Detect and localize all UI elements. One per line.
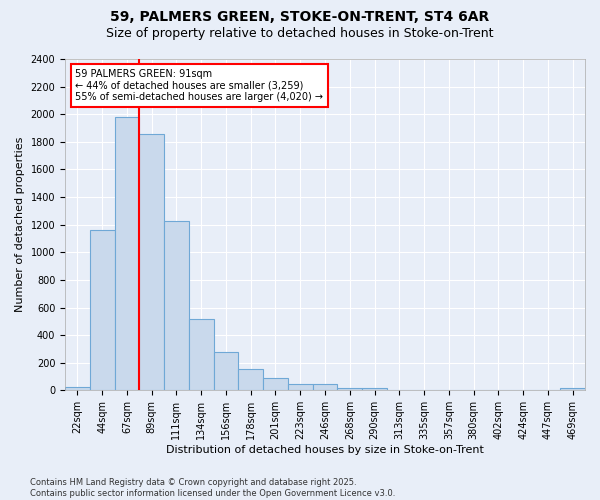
Bar [313,384,337,390]
Y-axis label: Number of detached properties: Number of detached properties [15,137,25,312]
Bar [288,384,313,390]
X-axis label: Distribution of detached houses by size in Stoke-on-Trent: Distribution of detached houses by size … [166,445,484,455]
Bar [362,388,387,390]
Bar [65,387,90,390]
Bar [164,220,189,390]
Text: 59, PALMERS GREEN, STOKE-ON-TRENT, ST4 6AR: 59, PALMERS GREEN, STOKE-ON-TRENT, ST4 6… [110,10,490,24]
Bar [115,117,139,390]
Bar [560,388,585,390]
Bar [189,318,214,390]
Text: 59 PALMERS GREEN: 91sqm
← 44% of detached houses are smaller (3,259)
55% of semi: 59 PALMERS GREEN: 91sqm ← 44% of detache… [76,69,323,102]
Bar [90,230,115,390]
Bar [238,369,263,390]
Bar [214,352,238,391]
Bar [139,134,164,390]
Text: Contains HM Land Registry data © Crown copyright and database right 2025.
Contai: Contains HM Land Registry data © Crown c… [30,478,395,498]
Bar [337,388,362,390]
Bar [263,378,288,390]
Text: Size of property relative to detached houses in Stoke-on-Trent: Size of property relative to detached ho… [106,28,494,40]
